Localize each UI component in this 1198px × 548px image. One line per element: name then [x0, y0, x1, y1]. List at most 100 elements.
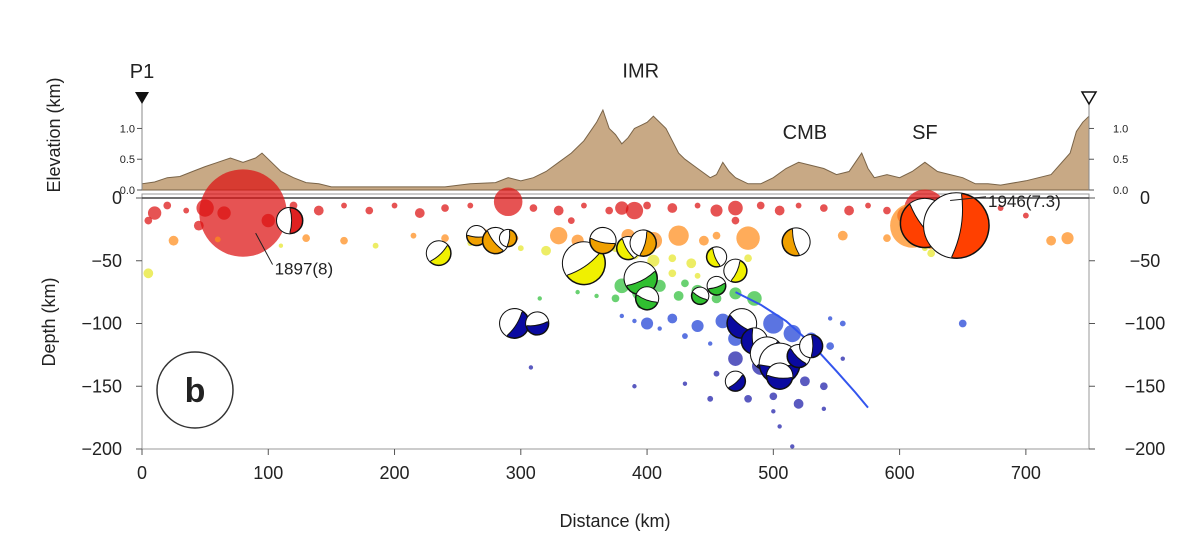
event-point — [763, 313, 784, 334]
event-point — [694, 272, 701, 279]
x-tick-label: 300 — [506, 463, 536, 483]
region-label: CMB — [783, 122, 827, 144]
event-point — [844, 205, 854, 216]
event-point — [682, 333, 688, 339]
focal-mechanism — [723, 258, 748, 283]
focal-mechanism-quadrant — [727, 373, 746, 392]
event-point — [657, 326, 662, 331]
event-point — [553, 205, 564, 216]
focal-mechanism — [629, 229, 658, 257]
focal-mechanism-quadrant — [636, 287, 659, 303]
focal-mechanism-quadrant — [277, 207, 290, 234]
focal-mechanism-quadrant — [590, 227, 616, 244]
focal-mechanism-quadrant — [565, 250, 606, 285]
event-point — [1046, 235, 1057, 246]
event-point — [681, 279, 689, 288]
event-label-leader — [255, 232, 274, 265]
focal-mechanism — [525, 311, 550, 336]
event-point — [819, 382, 828, 391]
focal-mechanism-quadrant — [630, 230, 647, 256]
event-point — [144, 216, 153, 225]
event-point — [744, 254, 752, 263]
depth-tick-label: 0 — [112, 188, 122, 208]
distance-axis-label: Distance (km) — [559, 511, 670, 531]
focal-mechanism — [690, 286, 710, 306]
event-point — [647, 254, 660, 267]
elevation-ticks: 0.0 0.0 0.5 0.5 1.0 1.0 — [120, 123, 1129, 197]
event-point — [747, 291, 762, 306]
focal-mechanism-quadrant — [426, 241, 448, 262]
event-point — [529, 204, 538, 212]
event-label: 1897(8) — [275, 260, 334, 279]
event-point — [193, 220, 204, 231]
event-point — [549, 226, 568, 245]
event-point — [217, 206, 231, 220]
event-point — [668, 269, 677, 278]
topography-profile — [141, 108, 1090, 191]
event-point — [619, 313, 625, 319]
focal-mechanism-quadrant — [766, 374, 793, 390]
event-point — [691, 319, 704, 333]
event-point — [865, 202, 871, 209]
elevation-panel: 0.0 0.0 0.5 0.5 1.0 1.0 Elevation (km) IMR CMB… — [44, 60, 1128, 197]
elevation-tick-label: 0.5 — [1113, 154, 1128, 166]
event-point — [958, 319, 967, 328]
event-point — [728, 351, 743, 366]
event-point — [667, 313, 678, 324]
focal-mechanism — [425, 240, 452, 267]
event-point — [168, 235, 179, 246]
event-point — [827, 316, 833, 321]
focal-mechanism — [724, 370, 747, 392]
event-point — [819, 204, 828, 212]
event-point — [710, 204, 723, 217]
event-point — [517, 245, 524, 252]
region-label: SF — [912, 122, 938, 144]
event-point — [410, 232, 417, 239]
event-point — [340, 236, 348, 245]
focal-mechanism-quadrant — [638, 230, 657, 257]
x-tick-label: 500 — [758, 463, 788, 483]
depth-axis-ticks: 0 0 −50 −50 −100 −100 −150 −150 −200 −200 — [81, 188, 1165, 459]
elevation-tick-label: 1.0 — [120, 123, 135, 135]
focal-mechanism-quadrant — [792, 228, 810, 256]
event-point — [837, 230, 848, 241]
event-point — [605, 206, 614, 215]
elevation-axis-label: Elevation (km) — [44, 77, 64, 192]
focal-mechanism — [765, 362, 794, 390]
event-point — [840, 356, 845, 361]
depth-tick-label: −200 — [1125, 439, 1166, 459]
focal-mechanism-quadrant — [712, 247, 727, 266]
event-point — [997, 205, 1004, 211]
profile-end-marker — [1080, 91, 1098, 106]
event-point — [883, 234, 891, 243]
focal-mechanism — [561, 241, 606, 286]
depth-tick-label: −200 — [81, 439, 122, 459]
focal-mechanism-quadrant — [616, 237, 635, 260]
depth-tick-label: 0 — [1140, 188, 1150, 208]
event-point — [707, 395, 714, 402]
panel-label: b — [185, 372, 206, 410]
focal-mechanism — [923, 192, 990, 259]
focal-mechanism-quadrant — [499, 229, 510, 247]
depth-axis-label: Depth (km) — [39, 277, 59, 366]
x-tick-label: 600 — [885, 463, 915, 483]
event-point — [261, 213, 275, 228]
x-tick-label: 0 — [137, 463, 147, 483]
focal-mechanism-quadrant — [950, 193, 990, 259]
event-point — [278, 243, 284, 248]
event-point — [493, 187, 523, 217]
event-label-leader — [950, 196, 987, 202]
focal-mechanism — [634, 286, 660, 311]
focal-mechanism-quadrant — [691, 291, 709, 305]
event-point — [800, 376, 810, 387]
event-point — [467, 202, 474, 209]
event-point — [365, 206, 374, 215]
event-point — [668, 225, 689, 246]
event-point — [756, 201, 765, 210]
event-point — [826, 342, 835, 350]
depth-tick-label: −50 — [1130, 251, 1161, 271]
focal-mechanism-quadrant — [924, 193, 962, 258]
x-tick-label: 700 — [1011, 463, 1041, 483]
event-point — [625, 201, 644, 220]
focal-mechanism-quadrant — [526, 312, 549, 326]
